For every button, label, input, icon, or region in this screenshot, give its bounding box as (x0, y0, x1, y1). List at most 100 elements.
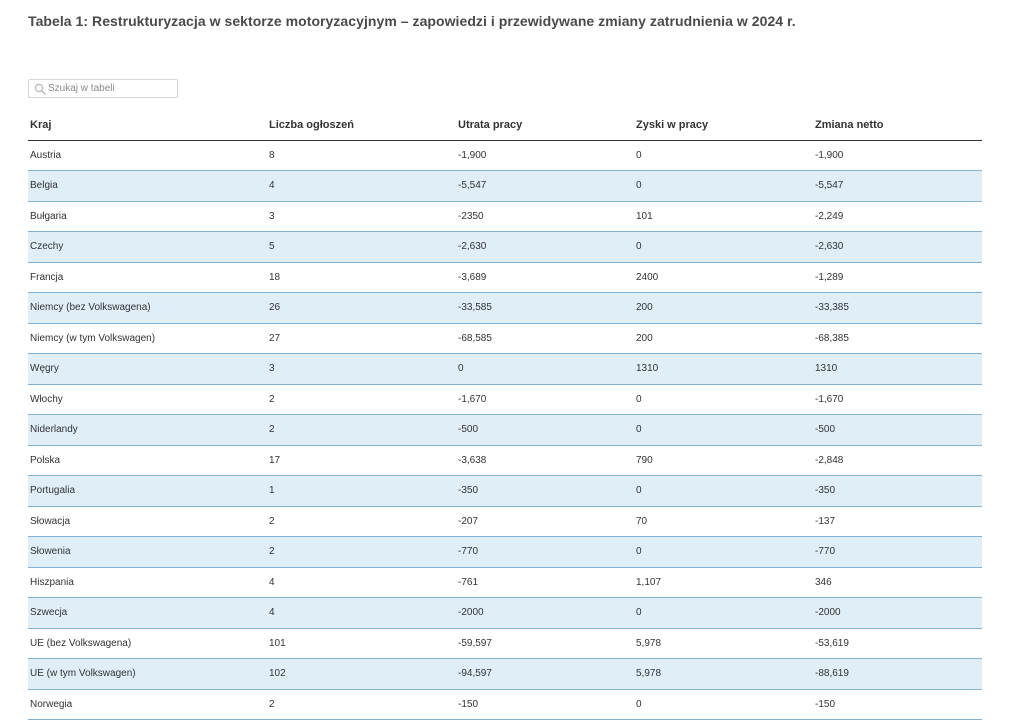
cell-utrata-pracy: -150 (456, 689, 634, 720)
cell-liczba-ogloszen: 2 (267, 384, 456, 415)
cell-zyski-w-pracy: 0 (634, 140, 813, 171)
cell-kraj: Szwecja (28, 597, 267, 629)
table-row: Czechy 5 -2,630 0 -2,630 (28, 231, 982, 263)
cell-zmiana-netto: 1310 (813, 353, 982, 385)
table-row: Bułgaria 3 -2350 101 -2,249 (28, 201, 982, 232)
cell-utrata-pracy: -1,900 (456, 140, 634, 171)
cell-zmiana-netto: -1,289 (813, 262, 982, 293)
cell-zyski-w-pracy: 1310 (634, 353, 813, 385)
cell-zmiana-netto: -1,670 (813, 384, 982, 415)
cell-liczba-ogloszen: 8 (267, 140, 456, 171)
cell-kraj: Hiszpania (28, 567, 267, 598)
cell-zmiana-netto: -770 (813, 536, 982, 568)
cell-zyski-w-pracy: 2400 (634, 262, 813, 293)
search-input[interactable] (48, 80, 176, 97)
cell-utrata-pracy: -3,638 (456, 445, 634, 476)
table-row: Portugalia 1 -350 0 -350 (28, 475, 982, 507)
cell-liczba-ogloszen: 27 (267, 323, 456, 354)
table-body: Austria 8 -1,900 0 -1,900 Belgia 4 -5,547 0 -5,54… (28, 140, 982, 720)
cell-liczba-ogloszen: 2 (267, 506, 456, 537)
cell-liczba-ogloszen: 26 (267, 292, 456, 324)
table-row: Polska 17 -3,638 790 -2,848 (28, 445, 982, 476)
cell-zmiana-netto: -53,619 (813, 628, 982, 659)
cell-zyski-w-pracy: 0 (634, 231, 813, 263)
cell-utrata-pracy: -33,585 (456, 292, 634, 324)
cell-zmiana-netto: -1,900 (813, 140, 982, 171)
cell-utrata-pracy: -68,585 (456, 323, 634, 354)
table-row: Szwecja 4 -2000 0 -2000 (28, 597, 982, 629)
search-icon (34, 83, 46, 95)
cell-liczba-ogloszen: 3 (267, 201, 456, 232)
column-header-utrata-pracy[interactable]: Utrata pracy (456, 111, 634, 141)
column-header-zyski-w-pracy[interactable]: Zyski w pracy (634, 111, 813, 141)
cell-kraj: Słowenia (28, 536, 267, 568)
table-row: Niemcy (w tym Volkswagen) 27 -68,585 200 -68… (28, 323, 982, 354)
data-table: Kraj Liczba ogłoszeń Utrata pracy Zyski … (28, 111, 982, 720)
table-row: Hiszpania 4 -761 1,107 346 (28, 567, 982, 598)
cell-liczba-ogloszen: 2 (267, 689, 456, 720)
cell-kraj: Norwegia (28, 689, 267, 720)
cell-zmiana-netto: -137 (813, 506, 982, 537)
cell-utrata-pracy: 0 (456, 353, 634, 385)
cell-zmiana-netto: -2,630 (813, 231, 982, 263)
cell-utrata-pracy: -2350 (456, 201, 634, 232)
column-header-zmiana-netto[interactable]: Zmiana netto (813, 111, 982, 141)
cell-kraj: Bułgaria (28, 201, 267, 232)
cell-zmiana-netto: -5,547 (813, 170, 982, 202)
cell-kraj: UE (bez Volkswagena) (28, 628, 267, 659)
table-row: Słowenia 2 -770 0 -770 (28, 536, 982, 568)
table-row: Słowacja 2 -207 70 -137 (28, 506, 982, 537)
cell-utrata-pracy: -94,597 (456, 658, 634, 690)
cell-zmiana-netto: 346 (813, 567, 982, 598)
cell-kraj: UE (w tym Volkswagen) (28, 658, 267, 690)
cell-zyski-w-pracy: 0 (634, 414, 813, 446)
cell-zyski-w-pracy: 5,978 (634, 628, 813, 659)
cell-zyski-w-pracy: 0 (634, 536, 813, 568)
cell-utrata-pracy: -3,689 (456, 262, 634, 293)
cell-kraj: Niderlandy (28, 414, 267, 446)
cell-utrata-pracy: -5,547 (456, 170, 634, 202)
cell-kraj: Słowacja (28, 506, 267, 537)
cell-liczba-ogloszen: 18 (267, 262, 456, 293)
column-header-kraj[interactable]: Kraj (28, 111, 267, 141)
cell-zmiana-netto: -150 (813, 689, 982, 720)
table-row: Niemcy (bez Volkswagena) 26 -33,585 200 -33,… (28, 292, 982, 324)
cell-liczba-ogloszen: 3 (267, 353, 456, 385)
cell-zmiana-netto: -88,619 (813, 658, 982, 690)
table-row: Belgia 4 -5,547 0 -5,547 (28, 170, 982, 202)
cell-liczba-ogloszen: 2 (267, 414, 456, 446)
cell-zyski-w-pracy: 790 (634, 445, 813, 476)
cell-kraj: Belgia (28, 170, 267, 202)
cell-zyski-w-pracy: 5,978 (634, 658, 813, 690)
table-row: Włochy 2 -1,670 0 -1,670 (28, 384, 982, 415)
cell-zyski-w-pracy: 200 (634, 292, 813, 324)
cell-zmiana-netto: -350 (813, 475, 982, 507)
cell-zmiana-netto: -33,385 (813, 292, 982, 324)
cell-zyski-w-pracy: 1,107 (634, 567, 813, 598)
cell-zyski-w-pracy: 70 (634, 506, 813, 537)
column-header-liczba-ogloszen[interactable]: Liczba ogłoszeń (267, 111, 456, 141)
cell-kraj: Austria (28, 140, 267, 171)
cell-utrata-pracy: -350 (456, 475, 634, 507)
table-row: Francja 18 -3,689 2400 -1,289 (28, 262, 982, 293)
cell-liczba-ogloszen: 4 (267, 567, 456, 598)
cell-utrata-pracy: -207 (456, 506, 634, 537)
table-row: Austria 8 -1,900 0 -1,900 (28, 140, 982, 171)
cell-liczba-ogloszen: 102 (267, 658, 456, 690)
cell-zyski-w-pracy: 0 (634, 384, 813, 415)
search-box[interactable] (28, 79, 178, 98)
cell-utrata-pracy: -1,670 (456, 384, 634, 415)
page-title: Tabela 1: Restrukturyzacja w sektorze mo… (28, 13, 796, 29)
cell-utrata-pracy: -761 (456, 567, 634, 598)
cell-zmiana-netto: -2000 (813, 597, 982, 629)
cell-zmiana-netto: -500 (813, 414, 982, 446)
cell-kraj: Czechy (28, 231, 267, 263)
cell-liczba-ogloszen: 2 (267, 536, 456, 568)
cell-utrata-pracy: -2,630 (456, 231, 634, 263)
cell-zyski-w-pracy: 101 (634, 201, 813, 232)
cell-utrata-pracy: -500 (456, 414, 634, 446)
cell-liczba-ogloszen: 17 (267, 445, 456, 476)
cell-utrata-pracy: -770 (456, 536, 634, 568)
cell-zmiana-netto: -2,249 (813, 201, 982, 232)
